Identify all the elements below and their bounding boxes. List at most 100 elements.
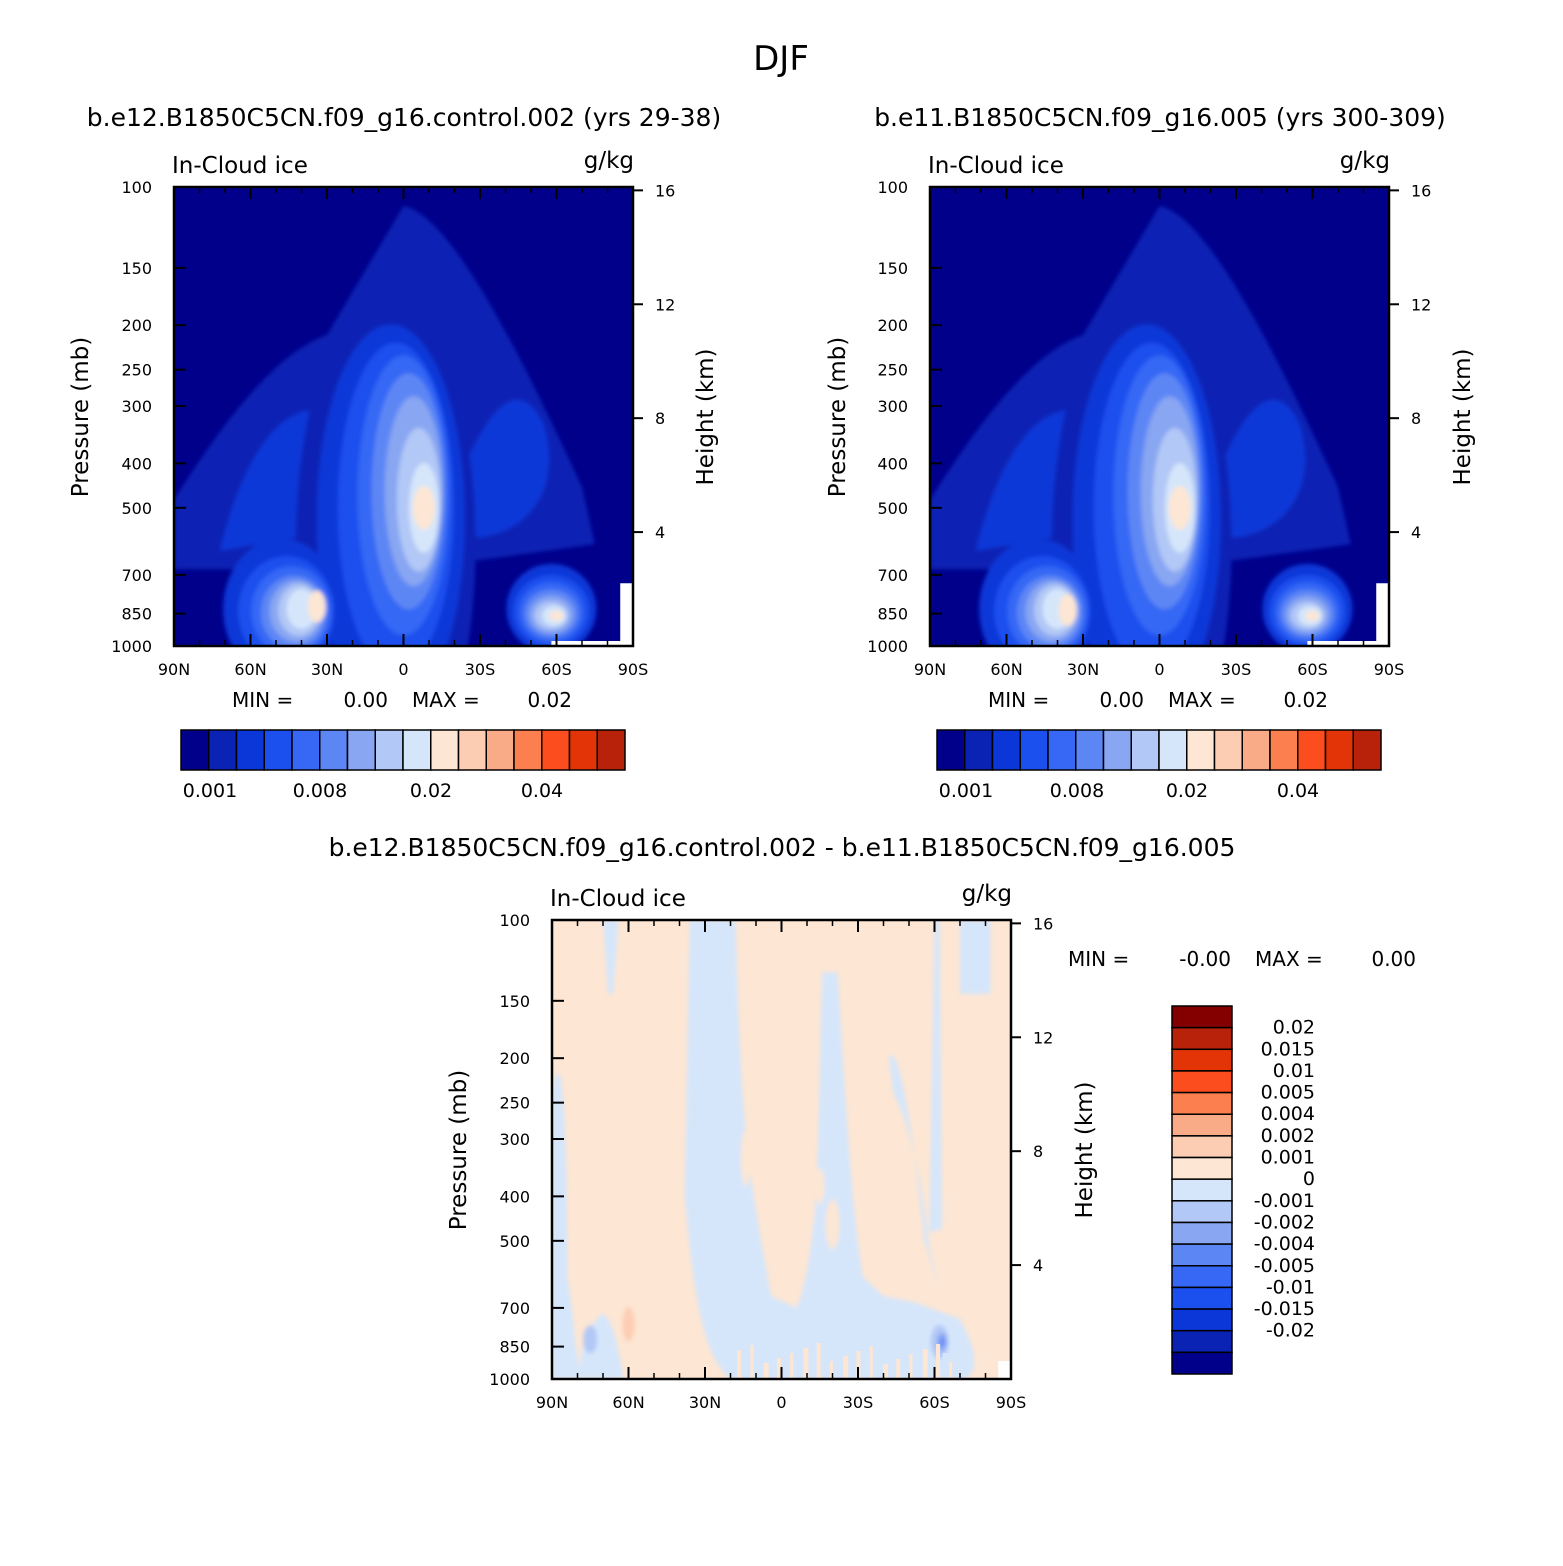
field-bl-noise	[882, 1364, 888, 1379]
colorbar-label: 0.004	[1261, 1103, 1315, 1125]
panel-3-colorbar-labels: 0.020.0150.010.0050.0040.0020.0010-0.001…	[1254, 1017, 1315, 1342]
y2-tick-label: 8	[655, 409, 665, 428]
field-negative-region	[929, 920, 943, 1233]
field-negative-region	[684, 920, 975, 1379]
colorbar-box	[1171, 1091, 1233, 1115]
panel-2-colorbar	[936, 729, 1382, 771]
colorbar-box	[319, 729, 349, 771]
colorbar-box	[1171, 1178, 1233, 1202]
field-negative-region	[552, 1072, 591, 1379]
y-tick-label: 200	[877, 316, 908, 335]
field-bl-noise	[730, 1364, 734, 1379]
colorbar-box	[1171, 1351, 1233, 1375]
panel-1-variable-label: In-Cloud ice	[172, 153, 308, 179]
x-tick-label: 30N	[1067, 660, 1099, 679]
colorbar-box	[936, 729, 966, 771]
colorbar-box	[596, 729, 626, 771]
x-tick-label: 30N	[311, 660, 343, 679]
y-tick-label: 150	[121, 259, 152, 278]
x-tick-label: 60S	[919, 1393, 950, 1412]
x-tick-label: 30N	[689, 1393, 721, 1412]
colorbar-box	[1171, 1005, 1233, 1029]
field-mask	[551, 640, 633, 646]
panel-1-cb-label: 0.04	[521, 780, 563, 802]
colorbar-box	[235, 729, 265, 771]
colorbar-box	[1297, 729, 1327, 771]
field-bl-noise	[776, 1358, 781, 1379]
colorbar-label: 0	[1303, 1168, 1315, 1190]
colorbar-box	[1352, 729, 1382, 771]
colorbar-label: -0.01	[1266, 1276, 1315, 1298]
panel-2-cb-label: 0.02	[1166, 780, 1208, 802]
y-tick-label: 100	[121, 178, 152, 197]
panel-1-title: b.e12.B1850C5CN.f09_g16.control.002 (yrs…	[87, 103, 721, 132]
colorbar-label: 0.02	[1273, 1017, 1315, 1039]
colorbar-label: -0.002	[1254, 1211, 1315, 1233]
field-level-9-nh-core	[1058, 594, 1077, 627]
field-level-0.001-pos	[622, 1307, 635, 1342]
y2-tick-label: 8	[1411, 409, 1421, 428]
field-bl-noise	[810, 1357, 814, 1379]
field-bl-noise	[863, 1360, 869, 1379]
field-bl-noise	[743, 1359, 749, 1379]
panel-2-axes: 90N 60N 30N 0 30S 60S 90S 100 150 200 250 300 400 500…	[867, 178, 1431, 679]
colorbar-box	[1171, 1243, 1233, 1267]
colorbar-box	[346, 729, 376, 771]
y2-tick-label: 4	[1033, 1256, 1043, 1275]
panel-3-units-label: g/kg	[962, 881, 1012, 907]
x-tick-label: 90S	[996, 1393, 1027, 1412]
colorbar-box	[1171, 1308, 1233, 1332]
panel-1-max-value: 0.02	[527, 688, 572, 712]
panel-2-cb-label: 0.04	[1277, 780, 1319, 802]
panel-2-max-value: 0.02	[1283, 688, 1328, 712]
field-bl-noise	[916, 1363, 921, 1379]
y2-tick-label: 8	[1033, 1142, 1043, 1161]
field-bl-noise	[803, 1348, 809, 1379]
field-positive-pocket	[825, 1199, 840, 1250]
colorbar-box	[1047, 729, 1077, 771]
panel-3-field	[552, 920, 1011, 1379]
field-level-neg-0.001	[583, 1325, 598, 1354]
colorbar-box	[485, 729, 515, 771]
panel-1-field	[174, 187, 633, 646]
panel-2-ylabel: Pressure (mb)	[825, 337, 851, 497]
panel-3-y2label: Height (km)	[1072, 1081, 1098, 1218]
field-bl-noise	[876, 1355, 881, 1379]
y-tick-label: 700	[499, 1299, 530, 1318]
field-bl-noise	[902, 1345, 908, 1379]
field-bl-noise	[942, 1353, 948, 1379]
y2-tick-label: 12	[1411, 295, 1431, 314]
y-tick-label: 400	[121, 454, 152, 473]
field-negative-region	[888, 1055, 940, 1291]
colorbar-box	[1171, 1265, 1233, 1289]
field-mask	[1307, 640, 1389, 646]
colorbar-box	[374, 729, 404, 771]
colorbar-label: 0.015	[1261, 1038, 1315, 1060]
colorbar-box	[1075, 729, 1105, 771]
y-tick-label: 300	[877, 397, 908, 416]
colorbar-box	[291, 729, 321, 771]
field-bl-noise	[737, 1350, 742, 1379]
field-level-9-sh-core	[1305, 610, 1320, 621]
panel-2-cb-label: 0.001	[939, 780, 993, 802]
x-tick-label: 60N	[612, 1393, 644, 1412]
x-tick-label: 60S	[1297, 660, 1328, 679]
colorbar-label: -0.004	[1254, 1233, 1315, 1255]
panel-3-ylabel: Pressure (mb)	[446, 1070, 472, 1230]
colorbar-box	[513, 729, 543, 771]
field-bl-noise	[949, 1362, 953, 1379]
field-negative-region	[603, 920, 619, 995]
y-tick-label: 400	[877, 454, 908, 473]
panel-1-axes: 90N 60N 30N 0 30S 60S 90S 100 150 200 250 300 400 500…	[111, 178, 675, 679]
field-bl-noise	[823, 1352, 829, 1379]
field-bl-noise	[829, 1361, 833, 1379]
x-tick-label: 0	[398, 660, 408, 679]
field-bl-noise	[836, 1347, 841, 1379]
colorbar-box	[1269, 729, 1299, 771]
y-tick-label: 400	[499, 1187, 530, 1206]
colorbar-box	[430, 729, 460, 771]
y2-tick-label: 16	[1411, 181, 1431, 200]
y-tick-label: 850	[499, 1338, 530, 1357]
field-bl-noise	[856, 1351, 861, 1379]
y-tick-label: 250	[499, 1094, 530, 1113]
